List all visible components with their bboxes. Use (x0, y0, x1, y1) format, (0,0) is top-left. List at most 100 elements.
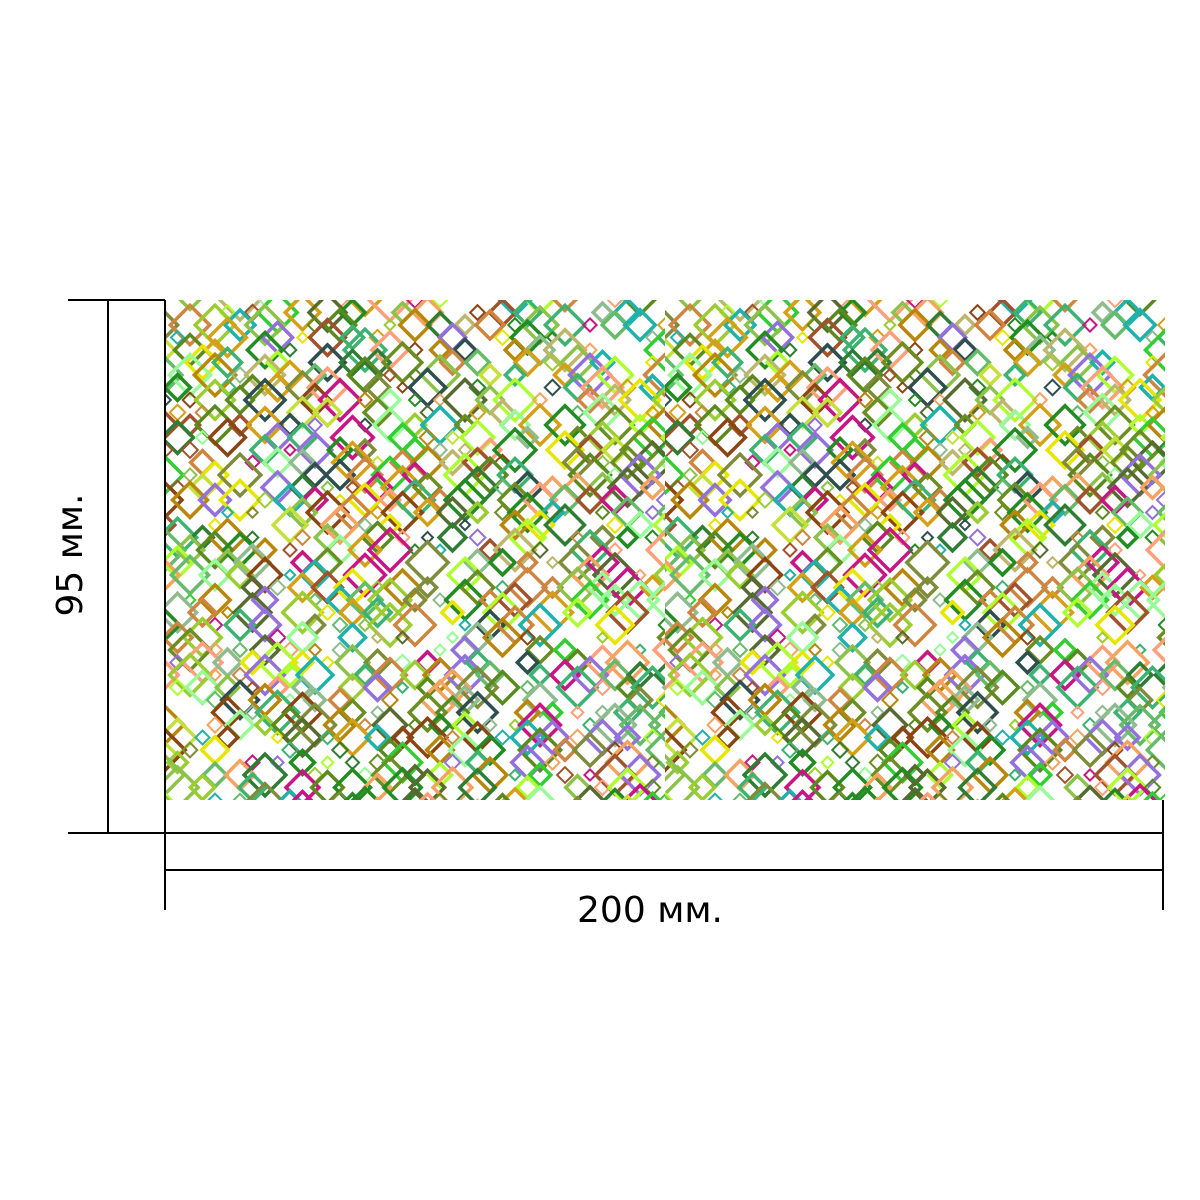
pattern-square (604, 739, 651, 786)
pattern-square (244, 754, 261, 771)
pattern-square (517, 702, 563, 748)
pattern-square (165, 607, 183, 643)
pattern-square (615, 525, 640, 550)
pattern-square (371, 656, 409, 694)
pattern-square (285, 620, 320, 655)
pattern-square (453, 313, 477, 337)
pattern-square (255, 300, 300, 335)
pattern-square (515, 550, 540, 575)
pattern-square (612, 697, 643, 728)
pattern-square (366, 526, 414, 574)
pattern-square (165, 753, 187, 797)
pattern-square (382, 367, 398, 383)
pattern-square (557, 542, 598, 583)
pattern-square (330, 440, 375, 485)
pattern-square (165, 392, 173, 408)
pattern-square (197, 557, 233, 593)
pattern-square (390, 725, 415, 750)
pattern-square (310, 570, 345, 605)
pattern-square (597, 382, 633, 418)
pattern-square (210, 695, 245, 730)
pattern-square (494, 729, 511, 746)
pattern-square (687, 672, 717, 702)
pattern-square (446, 806, 459, 819)
pattern-square (253, 713, 277, 737)
pattern-square (346, 531, 384, 569)
pattern-square (543, 403, 587, 447)
pattern-square (618, 378, 637, 397)
pattern-square (519, 679, 536, 696)
pattern-square (468, 403, 487, 422)
pattern-square (463, 798, 492, 800)
pattern-square (443, 753, 462, 772)
pattern-square (349, 809, 382, 842)
pattern-square (443, 653, 487, 697)
pattern-square (517, 602, 563, 648)
pattern-square (697, 707, 708, 718)
pattern-square (482, 717, 498, 733)
pattern-square (283, 443, 297, 457)
pattern-square (540, 700, 565, 725)
pattern-square (245, 505, 260, 520)
pattern-square (207, 667, 223, 683)
pattern-square (394, 529, 411, 546)
pattern-square (357, 617, 373, 633)
pattern-square (293, 528, 312, 547)
pattern-square (405, 300, 425, 310)
pattern-square (332, 567, 373, 608)
pattern-square (381, 766, 424, 800)
pattern-square (242, 377, 288, 423)
pattern-square (341, 326, 389, 374)
pattern-square (165, 750, 190, 775)
pattern-square (594, 404, 636, 446)
pattern-square (383, 318, 397, 332)
pattern-square (320, 480, 335, 495)
pattern-square (418, 428, 437, 447)
pattern-square (304, 489, 351, 536)
pattern-square (531, 541, 549, 559)
pattern-square (668, 603, 687, 622)
pattern-square (526, 761, 554, 789)
height-label: 95 мм. (50, 493, 91, 616)
pattern-square (445, 555, 485, 595)
pattern-square (247, 607, 283, 643)
pattern-square (165, 590, 200, 635)
pattern-square (599, 309, 631, 341)
pattern-square (319, 504, 361, 546)
pattern-square (644, 529, 665, 571)
pattern-square (593, 678, 612, 697)
pattern-square (217, 300, 263, 323)
pattern-square (360, 520, 395, 555)
pattern-square (444, 729, 461, 746)
pattern-square (194, 429, 211, 446)
pattern-square (276, 661, 304, 689)
pattern-square (543, 378, 562, 397)
pattern-square (501, 811, 529, 839)
pattern-square (236, 771, 269, 800)
pattern-square (606, 466, 649, 509)
pattern-square (282, 300, 323, 333)
pattern-square (552, 737, 578, 763)
pattern-square (366, 576, 414, 624)
pattern-square (380, 740, 425, 785)
pattern-square (432, 667, 473, 708)
pattern-square (517, 402, 563, 448)
pattern-square (585, 570, 620, 605)
pattern-square (261, 371, 294, 404)
pattern-square (491, 376, 539, 424)
pattern-square (581, 316, 599, 334)
width-label: 200 мм. (577, 890, 723, 931)
pattern-square (576, 386, 604, 414)
pattern-square (248, 433, 282, 467)
pattern-square (243, 353, 287, 397)
pattern-square (261, 446, 294, 479)
pattern-square (655, 440, 665, 460)
pattern-square (584, 544, 621, 581)
pattern-square (431, 441, 449, 459)
pattern-square (651, 636, 665, 664)
pattern-square (278, 788, 302, 800)
pattern-square (606, 300, 624, 309)
pattern-square (506, 491, 549, 534)
pattern-square (194, 729, 211, 746)
pattern-square (436, 321, 469, 354)
